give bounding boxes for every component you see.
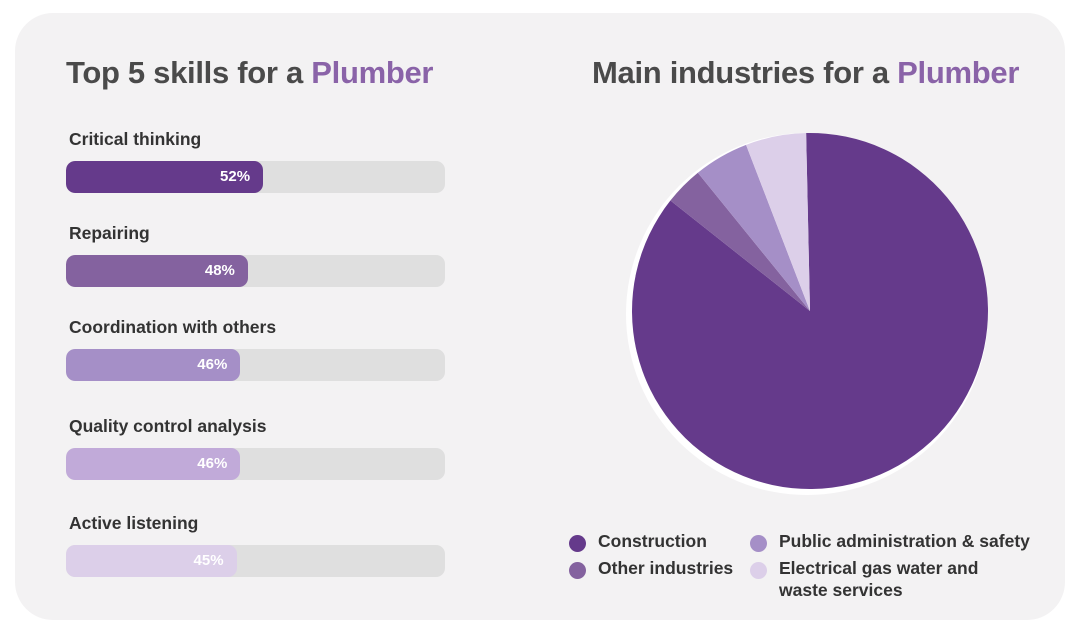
pie-slice [697,144,810,311]
skill-bar-track: 46% [66,448,445,480]
pie-slice [746,133,810,311]
legend-label: Public administration & safety [779,531,1030,551]
legend-swatch [750,535,767,552]
skill-label: Coordination with others [69,317,277,337]
skill-value-label: 48% [204,262,235,279]
skill-bar: 46% [66,448,241,480]
skill-row: Critical thinking 52% [66,128,446,193]
skills-panel-title: Top 5 skills for a Plumber [66,55,433,91]
legend-label: Other industries [598,558,734,578]
skills-title-highlight: Plumber [311,55,434,90]
skill-bar-track: 48% [66,255,445,287]
industries-title-highlight: Plumber [897,55,1020,90]
skill-bar: 52% [66,161,264,193]
skill-bar: 48% [66,255,248,287]
pie-slice [632,133,989,489]
legend-swatch [569,562,586,579]
skill-label: Quality control analysis [69,416,267,436]
legend-swatch [750,562,767,579]
skill-row: Active listening 45% [66,512,446,577]
skill-row: Repairing 48% [66,222,446,287]
pie-slice [670,172,810,311]
industries-panel-title: Main industries for a Plumber [592,55,1019,91]
skill-value-label: 46% [197,455,228,472]
skill-value-label: 46% [197,356,228,373]
skill-bar: 46% [66,349,241,381]
skill-bar-track: 46% [66,349,445,381]
legend-label: Electrical gas water and waste services [779,558,979,600]
industries-title-prefix: Main industries for a [592,55,898,90]
skills-title-prefix: Top 5 skills for a [66,55,312,90]
skill-value-label: 45% [193,552,224,569]
skill-bar-track: 45% [66,545,445,577]
skill-row: Quality control analysis 46% [66,415,446,480]
skill-label: Active listening [69,513,199,533]
legend-swatch [569,535,586,552]
skill-value-label: 52% [220,168,251,185]
skill-bar: 45% [66,545,237,577]
legend-label: Construction [598,531,707,551]
skill-label: Critical thinking [69,129,202,149]
skill-bar-track: 52% [66,161,445,193]
skill-label: Repairing [69,223,150,243]
skill-row: Coordination with others 46% [66,316,446,381]
